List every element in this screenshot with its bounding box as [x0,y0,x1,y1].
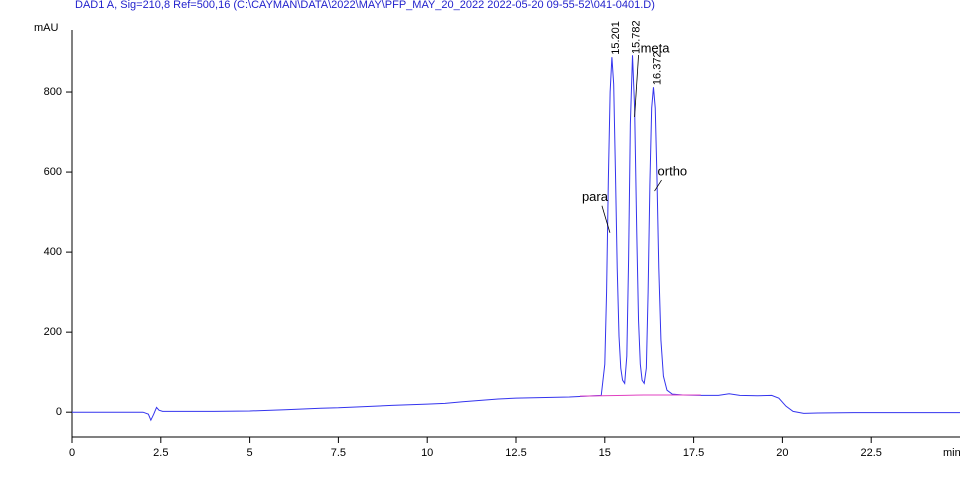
x-tick-label: 22.5 [860,447,881,459]
peak-time: 15.201 [610,21,622,55]
x-tick-label: 17.5 [683,447,704,459]
y-tick-label: 0 [56,406,62,418]
peak-name: para [582,189,609,204]
peak-name: ortho [658,163,688,178]
y-tick-label: 600 [44,166,62,178]
x-tick-label: 20 [776,447,788,459]
y-tick-label: 800 [44,86,62,98]
peak-time: 15.782 [630,20,642,54]
peak-leader [601,205,611,233]
x-tick-label: 0 [69,447,75,459]
peak-leader [634,54,639,117]
x-tick-label: 12.5 [505,447,526,459]
chart-title: DAD1 A, Sig=210,8 Ref=500,16 (C:\CAYMAN\… [75,0,655,11]
x-tick-label: 5 [247,447,253,459]
peak-time: 16.372 [651,51,663,85]
trace [579,394,701,397]
y-tick-label: 200 [44,326,62,338]
x-tick-label: 2.5 [153,447,168,459]
x-tick-label: 15 [599,447,611,459]
peak-leader [654,179,662,192]
peak-name: meta [641,40,671,55]
trace [72,55,960,422]
x-axis-label: min [943,447,960,459]
x-tick-label: 10 [421,447,433,459]
x-tick-label: 7.5 [331,447,346,459]
y-axis-label: mAU [34,22,59,34]
y-tick-label: 400 [44,246,62,258]
